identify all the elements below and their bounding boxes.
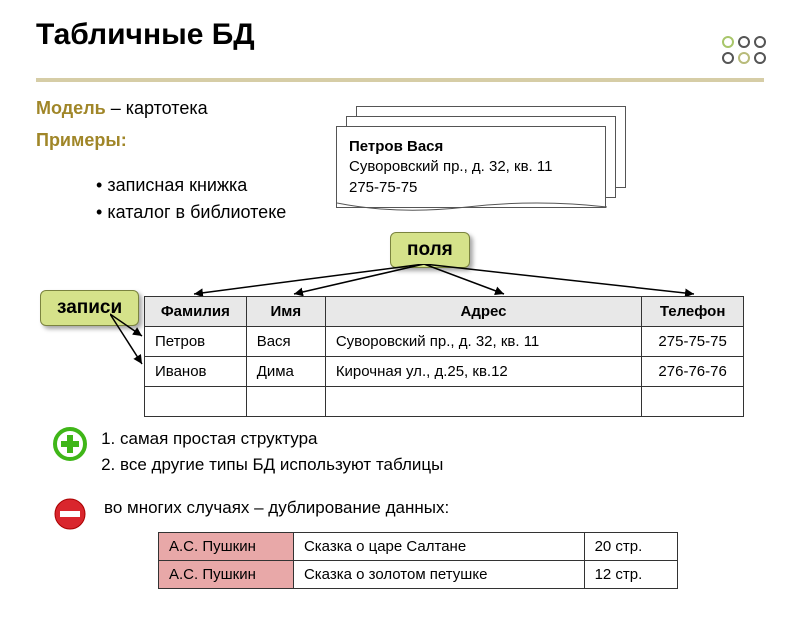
- table-row: Иванов Дима Кирочная ул., д.25, кв.12 27…: [145, 357, 744, 387]
- cell: Иванов: [145, 357, 247, 387]
- cell: 275-75-75: [642, 327, 744, 357]
- cell: 12 стр.: [584, 561, 677, 589]
- slide-title: Табличные БД: [36, 18, 800, 52]
- books-table: А.С. Пушкин Сказка о царе Салтане 20 стр…: [158, 532, 678, 589]
- cell: Суворовский пр., д. 32, кв. 11: [325, 327, 641, 357]
- col-header: Адрес: [325, 297, 641, 327]
- cell: Сказка о золотом петушке: [293, 561, 584, 589]
- card-address: Суворовский пр., д. 32, кв. 11: [349, 157, 593, 177]
- col-header: Фамилия: [145, 297, 247, 327]
- cell-author: А.С. Пушкин: [159, 561, 294, 589]
- table-header-row: Фамилия Имя Адрес Телефон: [145, 297, 744, 327]
- cell: 20 стр.: [584, 533, 677, 561]
- table-row: А.С. Пушкин Сказка о золотом петушке 12 …: [159, 561, 678, 589]
- title-underline: [36, 78, 764, 82]
- cell: Дима: [246, 357, 325, 387]
- cell-author: А.С. Пушкин: [159, 533, 294, 561]
- table-row: А.С. Пушкин Сказка о царе Салтане 20 стр…: [159, 533, 678, 561]
- main-table: Фамилия Имя Адрес Телефон Петров Вася Су…: [144, 296, 744, 417]
- card-phone: 275-75-75: [349, 178, 593, 198]
- bullet-item: каталог в библиотеке: [96, 199, 286, 226]
- model-line: Модель – картотека: [36, 98, 208, 119]
- advantage-item: все другие типы БД используют таблицы: [120, 452, 443, 478]
- plus-icon: [52, 426, 88, 462]
- table-row: [145, 387, 744, 417]
- fields-chip: поля: [390, 232, 470, 268]
- model-value: – картотека: [111, 98, 208, 118]
- advantages-block: самая простая структура все другие типы …: [98, 426, 443, 477]
- cell: [325, 387, 641, 417]
- disadvantage-text: во многих случаях – дублирование данных:: [104, 498, 449, 518]
- cell: [145, 387, 247, 417]
- model-label: Модель: [36, 98, 106, 118]
- cell: [642, 387, 744, 417]
- minus-icon: [52, 496, 88, 532]
- card-front: Петров Вася Суворовский пр., д. 32, кв. …: [336, 126, 606, 208]
- cell: Сказка о царе Салтане: [293, 533, 584, 561]
- table-row: Петров Вася Суворовский пр., д. 32, кв. …: [145, 327, 744, 357]
- card-curl-icon: [337, 201, 607, 215]
- cell: Петров: [145, 327, 247, 357]
- cell: Вася: [246, 327, 325, 357]
- advantage-item: самая простая структура: [120, 426, 443, 452]
- examples-list: записная книжка каталог в библиотеке: [56, 172, 286, 226]
- card-name: Петров Вася: [349, 137, 593, 157]
- fields-arrows-icon: [144, 264, 744, 298]
- decorative-dots-icon: [716, 32, 776, 76]
- examples-label: Примеры:: [36, 130, 127, 151]
- cell: [246, 387, 325, 417]
- cell: 276-76-76: [642, 357, 744, 387]
- col-header: Телефон: [642, 297, 744, 327]
- records-arrows-icon: [110, 308, 146, 388]
- bullet-item: записная книжка: [96, 172, 286, 199]
- col-header: Имя: [246, 297, 325, 327]
- cell: Кирочная ул., д.25, кв.12: [325, 357, 641, 387]
